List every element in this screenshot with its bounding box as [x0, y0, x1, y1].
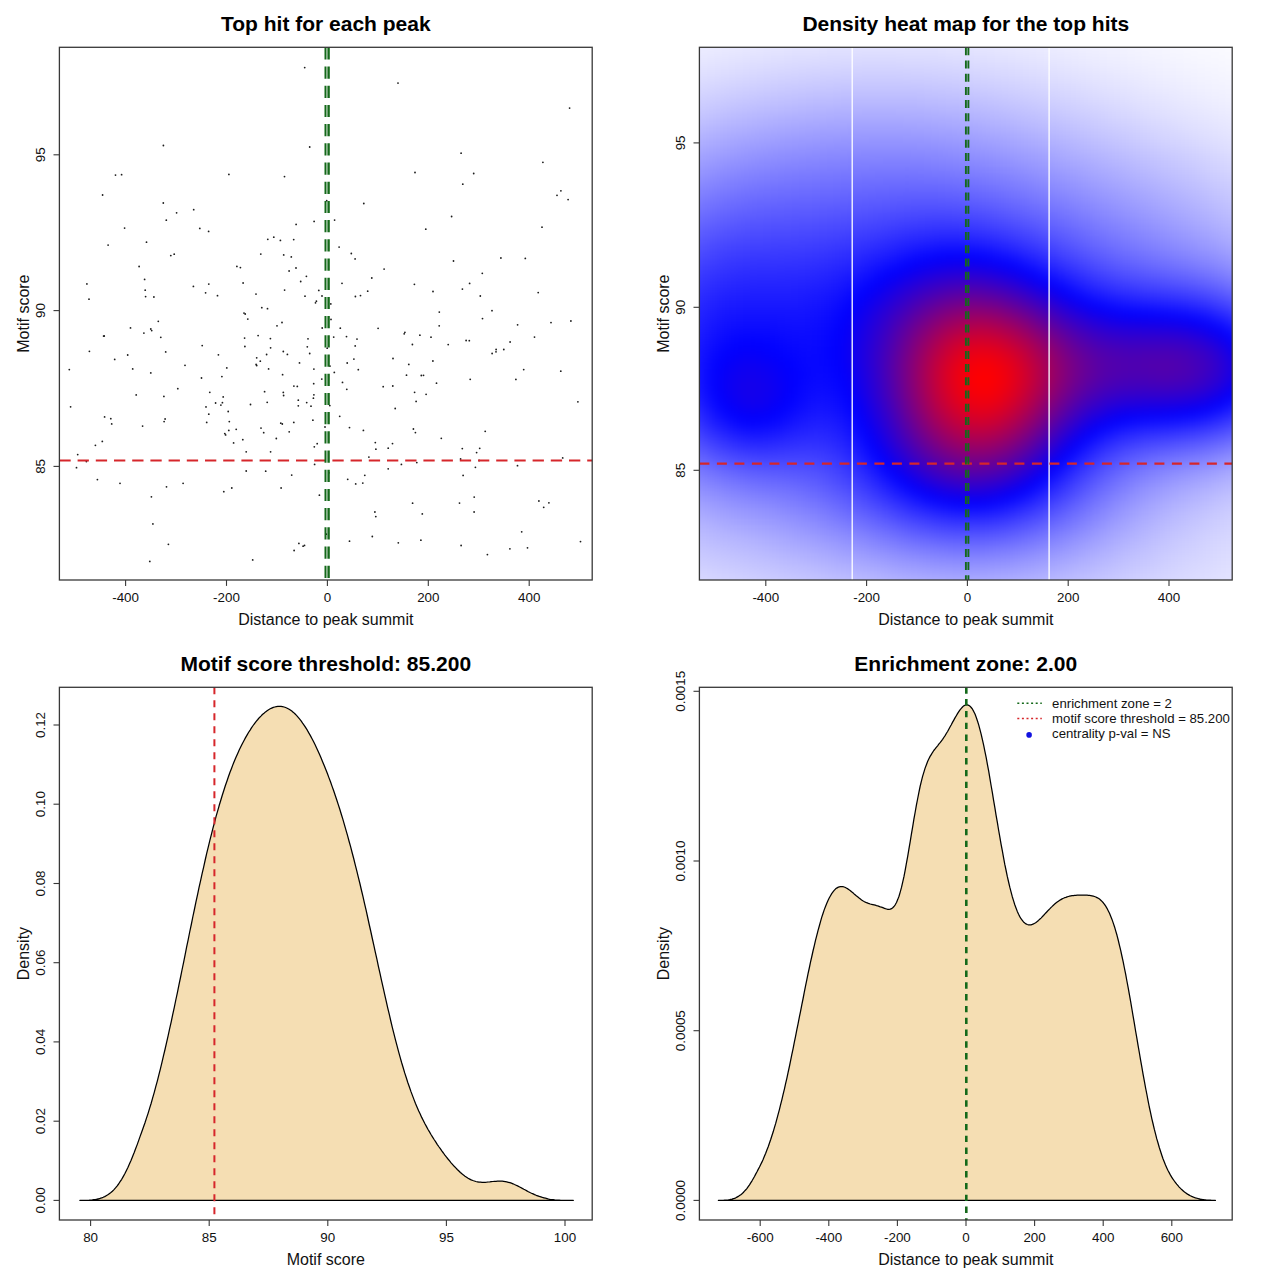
svg-text:Density heat map for the top h: Density heat map for the top hits	[802, 12, 1129, 35]
svg-text:-600: -600	[747, 1230, 774, 1245]
svg-text:400: 400	[1092, 1230, 1114, 1245]
svg-text:400: 400	[518, 590, 540, 605]
svg-text:motif score threshold = 85.200: motif score threshold = 85.200	[1052, 711, 1230, 726]
svg-text:400: 400	[1158, 590, 1180, 605]
svg-text:80: 80	[83, 1230, 98, 1245]
svg-text:Top hit for each peak: Top hit for each peak	[221, 12, 431, 35]
svg-text:0: 0	[964, 590, 971, 605]
svg-text:centrality p-val = NS: centrality p-val = NS	[1052, 726, 1171, 741]
svg-text:Density: Density	[15, 927, 32, 980]
svg-text:Motif score: Motif score	[287, 1251, 365, 1268]
svg-text:-200: -200	[884, 1230, 911, 1245]
svg-text:Distance to peak summit: Distance to peak summit	[878, 611, 1054, 628]
svg-text:Distance to peak summit: Distance to peak summit	[878, 1251, 1054, 1268]
svg-text:0.04: 0.04	[33, 1028, 48, 1055]
svg-text:0.06: 0.06	[33, 950, 48, 976]
svg-text:600: 600	[1161, 1230, 1183, 1245]
svg-text:Density: Density	[655, 927, 672, 980]
svg-text:90: 90	[33, 303, 48, 318]
svg-text:90: 90	[673, 300, 688, 315]
svg-text:-400: -400	[752, 590, 779, 605]
svg-text:0.0005: 0.0005	[673, 1010, 688, 1051]
svg-text:200: 200	[417, 590, 439, 605]
svg-text:85: 85	[673, 463, 688, 478]
svg-text:Distance to peak summit: Distance to peak summit	[238, 611, 414, 628]
svg-text:-400: -400	[112, 590, 139, 605]
svg-text:200: 200	[1023, 1230, 1045, 1245]
svg-text:0.0010: 0.0010	[673, 841, 688, 882]
svg-text:85: 85	[33, 459, 48, 474]
svg-text:Motif score: Motif score	[655, 274, 672, 352]
svg-text:95: 95	[673, 135, 688, 150]
svg-text:90: 90	[320, 1230, 335, 1245]
svg-text:-400: -400	[815, 1230, 842, 1245]
svg-text:85: 85	[202, 1230, 217, 1245]
svg-text:0.12: 0.12	[33, 712, 48, 738]
svg-text:0.02: 0.02	[33, 1108, 48, 1134]
svg-text:enrichment zone = 2: enrichment zone = 2	[1052, 696, 1172, 711]
svg-text:0: 0	[962, 1230, 969, 1245]
svg-text:-200: -200	[853, 590, 880, 605]
svg-text:0.0015: 0.0015	[673, 671, 688, 712]
svg-text:100: 100	[554, 1230, 576, 1245]
svg-text:-200: -200	[213, 590, 240, 605]
svg-text:Motif score: Motif score	[15, 274, 32, 352]
svg-text:0.00: 0.00	[33, 1187, 48, 1213]
svg-text:95: 95	[439, 1230, 454, 1245]
svg-text:95: 95	[33, 147, 48, 162]
svg-text:200: 200	[1057, 590, 1079, 605]
svg-text:0.0000: 0.0000	[673, 1180, 688, 1221]
svg-text:0: 0	[324, 590, 331, 605]
svg-text:0.08: 0.08	[33, 870, 48, 896]
svg-text:Motif score threshold: 85.200: Motif score threshold: 85.200	[181, 652, 472, 675]
svg-text:0.10: 0.10	[33, 791, 48, 817]
svg-text:Enrichment zone: 2.00: Enrichment zone: 2.00	[854, 652, 1077, 675]
